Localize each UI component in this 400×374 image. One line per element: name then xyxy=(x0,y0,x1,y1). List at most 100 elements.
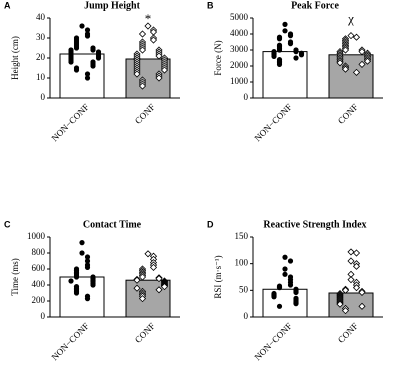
data-point xyxy=(144,22,152,30)
y-tick-label: 100 xyxy=(235,258,249,268)
y-tick-label: 10 xyxy=(36,72,46,82)
data-point xyxy=(347,32,355,40)
data-point xyxy=(133,284,141,292)
data-point xyxy=(133,70,141,78)
y-tick-label: 2000 xyxy=(230,60,249,70)
data-point xyxy=(287,41,294,47)
data-point xyxy=(90,63,96,69)
bar xyxy=(262,288,308,318)
data-point xyxy=(79,240,85,246)
data-point xyxy=(138,30,147,38)
data-point xyxy=(347,276,355,284)
data-point xyxy=(293,289,299,296)
x-tick-label: NON−CONF xyxy=(49,321,90,362)
y-axis-label: Height (cm) xyxy=(10,36,20,80)
y-tick-label: 50 xyxy=(239,284,249,294)
y-tick-label: 1000 xyxy=(230,76,249,86)
data-point xyxy=(282,271,288,277)
panel-letter: D xyxy=(207,219,214,229)
data-point xyxy=(341,46,350,54)
panel-letter: A xyxy=(4,0,11,10)
significance-marker: χ xyxy=(347,11,354,26)
panel: C Contact Time Time (ms) 0 200 400 600 800 1000 N… xyxy=(4,219,180,362)
y-tick-label: 0 xyxy=(244,311,249,321)
data-point xyxy=(138,273,147,281)
data-point xyxy=(73,67,80,73)
y-tick-label: 40 xyxy=(36,12,46,22)
data-point xyxy=(73,274,80,280)
data-point xyxy=(293,49,299,55)
data-point xyxy=(341,286,350,294)
panel-title: Peak Force xyxy=(291,0,339,11)
data-point xyxy=(155,286,163,294)
x-tick-label: NON−CONF xyxy=(49,102,90,143)
data-point xyxy=(282,254,288,260)
significance-marker: * xyxy=(145,11,152,26)
y-tick-label: 200 xyxy=(32,295,46,305)
data-point xyxy=(276,285,283,291)
data-point xyxy=(155,275,163,283)
data-point xyxy=(95,55,102,61)
data-point xyxy=(287,282,294,288)
data-point xyxy=(276,303,283,309)
y-tick-label: 800 xyxy=(32,247,46,257)
panel: B Peak Force Force (N) 0 1000 2000 3000 4000 500… xyxy=(207,0,383,143)
data-point xyxy=(133,276,141,284)
data-point xyxy=(68,278,74,284)
data-point xyxy=(341,307,350,315)
y-tick-label: 30 xyxy=(36,32,46,42)
data-point xyxy=(358,288,366,297)
data-point xyxy=(144,250,152,258)
data-point xyxy=(160,283,169,291)
data-point xyxy=(155,74,163,82)
x-tick-label: CONF xyxy=(133,321,157,345)
data-point xyxy=(84,27,91,33)
data-point xyxy=(68,59,74,65)
panel: A Jump Height Height (cm) 0 10 20 30 40 NON−CONF… xyxy=(4,0,180,143)
data-point xyxy=(73,290,80,296)
data-point xyxy=(352,68,361,76)
panel: D Reactive Strength Index RSI (m·s⁻¹) 0 50 10… xyxy=(207,219,383,362)
y-axis-label: RSI (m·s⁻¹) xyxy=(213,255,223,298)
data-point xyxy=(271,294,277,300)
data-point xyxy=(347,257,355,265)
data-point xyxy=(84,258,91,264)
x-tick-label: NON−CONF xyxy=(252,102,293,143)
data-point xyxy=(90,47,96,53)
data-point xyxy=(79,250,85,256)
data-point xyxy=(138,82,147,90)
y-tick-label: 4000 xyxy=(230,28,249,38)
data-point xyxy=(84,254,91,260)
bar xyxy=(328,292,374,318)
data-point xyxy=(149,36,158,44)
data-point xyxy=(79,23,85,29)
x-tick-label: CONF xyxy=(336,321,360,345)
bar xyxy=(59,53,105,99)
bar xyxy=(125,58,171,99)
y-tick-label: 0 xyxy=(244,92,249,102)
data-point xyxy=(282,28,288,34)
x-tick-label: CONF xyxy=(336,102,360,126)
y-tick-label: 400 xyxy=(32,279,46,289)
data-point xyxy=(276,61,283,67)
panel-title: Jump Height xyxy=(84,0,141,11)
panel-letter: B xyxy=(207,0,214,10)
data-point xyxy=(276,47,283,53)
data-point xyxy=(358,48,366,56)
data-point xyxy=(336,300,344,308)
x-tick-label: CONF xyxy=(133,102,157,126)
data-point xyxy=(358,60,366,68)
data-point xyxy=(160,66,169,74)
y-tick-label: 0 xyxy=(41,92,46,102)
y-tick-label: 20 xyxy=(36,52,46,62)
data-point xyxy=(293,55,299,61)
data-point xyxy=(352,33,361,41)
bar xyxy=(59,276,105,318)
data-point xyxy=(138,295,147,303)
data-point xyxy=(84,33,91,39)
y-axis-label: Force (N) xyxy=(213,40,223,75)
data-point xyxy=(352,284,361,292)
data-point xyxy=(363,57,372,65)
y-axis-label: Time (ms) xyxy=(10,258,20,295)
data-point xyxy=(298,52,305,58)
